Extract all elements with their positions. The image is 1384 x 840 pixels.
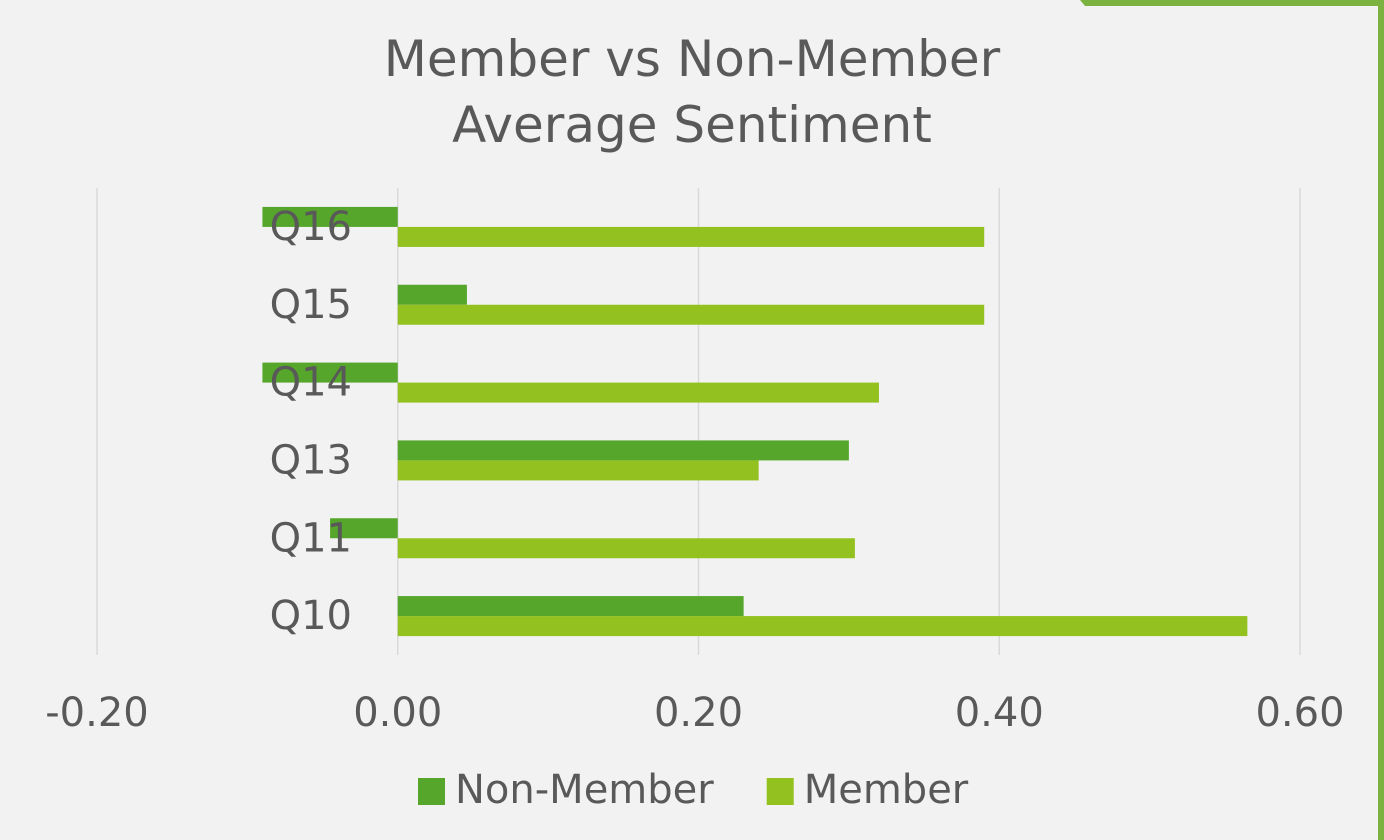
legend-swatch [418, 778, 445, 805]
x-tick-label: 0.40 [955, 690, 1044, 736]
bar [397, 226, 985, 247]
y-tick-label: Q13 [270, 437, 352, 483]
y-tick-label: Q14 [270, 360, 352, 406]
y-tick-label: Q10 [270, 593, 352, 639]
bar [397, 382, 879, 403]
legend-label: Member [804, 767, 969, 813]
y-tick-label: Q16 [270, 204, 352, 250]
x-tick-label: 0.20 [654, 690, 743, 736]
chart-title: Member vs Non-Member Average Sentiment [383, 30, 1001, 154]
y-tick-label: Q15 [270, 282, 352, 328]
bar [397, 538, 855, 559]
bar [262, 362, 398, 383]
bar [397, 304, 985, 325]
y-tick-label: Q11 [270, 515, 352, 561]
bar [397, 284, 467, 305]
x-tick-label: -0.20 [45, 690, 149, 736]
bar [397, 460, 759, 481]
bar [330, 518, 398, 539]
bar [262, 206, 398, 227]
x-tick-label: 0.00 [353, 690, 442, 736]
x-tick-label: 0.60 [1255, 690, 1344, 736]
legend-label: Non-Member [455, 767, 714, 813]
bar [397, 616, 1248, 637]
legend-swatch [766, 778, 794, 805]
bar [397, 440, 849, 461]
bar [397, 596, 744, 617]
